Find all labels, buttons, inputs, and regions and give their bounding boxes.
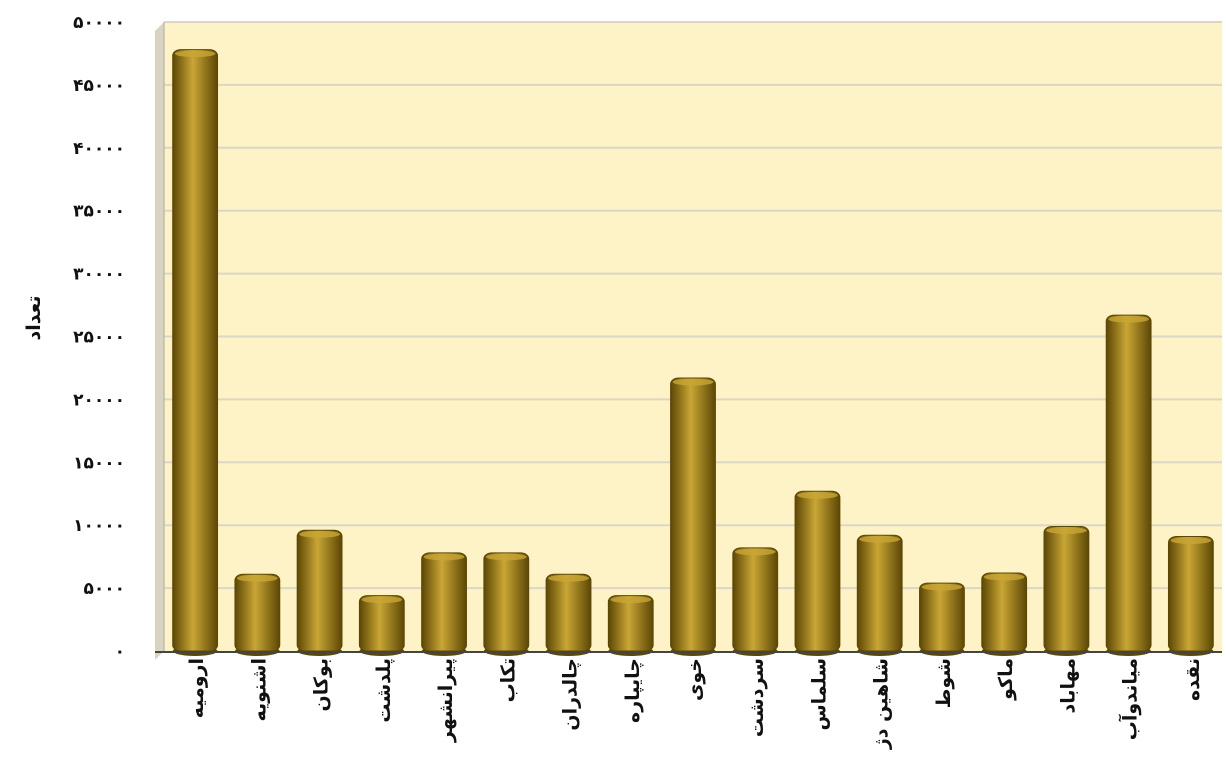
- bar: [296, 529, 343, 652]
- x-tick-label: میاندوآب: [1118, 658, 1142, 740]
- bar: [358, 595, 405, 652]
- x-tick-labels: ارومیه اشنویه بوکان پلدشت پیرانشهر تکاب چالدرا…: [186, 658, 1204, 750]
- bar-top: [672, 378, 714, 386]
- bar: [1043, 525, 1090, 652]
- bars: [172, 49, 1214, 656]
- x-tick-label: ماکو: [995, 658, 1017, 701]
- bar: [1105, 314, 1152, 652]
- bar: [172, 49, 219, 652]
- y-tick-label: ۲۵۰۰۰: [73, 328, 125, 348]
- bar-top: [734, 548, 776, 556]
- bar-top: [423, 553, 465, 561]
- x-tick-label: تکاب: [497, 658, 519, 702]
- x-tick-label: شاهین دژ: [871, 658, 893, 750]
- x-tick-label: پلدشت: [373, 658, 395, 723]
- y-tick-label: ۳۰۰۰۰: [73, 265, 125, 285]
- bar: [919, 582, 965, 652]
- x-tick-label: اشنویه: [248, 658, 270, 722]
- bar-top: [610, 596, 652, 604]
- bar-top: [1046, 526, 1087, 534]
- bar: [545, 573, 592, 652]
- y-tick-label: ۲۰۰۰۰: [73, 390, 125, 410]
- x-tick-label: چایپاره: [622, 658, 644, 723]
- bar-top: [859, 535, 901, 543]
- bar: [670, 377, 716, 652]
- y-tick-label: ۳۵۰۰۰: [73, 202, 125, 222]
- bar: [607, 595, 654, 652]
- x-tick-label: خوی: [684, 658, 706, 701]
- bar-top: [361, 596, 403, 604]
- bar-top: [548, 574, 589, 582]
- x-tick-label: ارومیه: [186, 658, 208, 718]
- bar-top: [485, 553, 527, 561]
- x-tick-label: بوکان: [311, 658, 333, 711]
- y-tick-label: ۱۰۰۰۰: [73, 516, 125, 536]
- bar-top: [983, 573, 1025, 581]
- bar-top: [174, 50, 216, 58]
- bar-top: [236, 574, 278, 582]
- x-tick-label: سلماس: [808, 658, 830, 731]
- bar-top: [797, 491, 838, 499]
- y-tick-label: ۴۰۰۰۰: [73, 139, 125, 159]
- y-tick-label: ۵۰۰۰: [83, 579, 125, 599]
- x-tick-label: پیرانشهر: [435, 658, 457, 743]
- bar: [981, 572, 1028, 652]
- plot-side-wall: [155, 22, 164, 660]
- x-tick-label: مهاباد: [1057, 658, 1079, 713]
- y-axis-label: تعداد: [23, 295, 45, 340]
- x-tick-label: چالدران: [560, 658, 582, 731]
- bar: [1167, 536, 1214, 652]
- bar-top: [921, 583, 963, 591]
- bar: [732, 547, 779, 652]
- y-tick-label: ۰: [115, 642, 125, 662]
- bar: [794, 490, 841, 652]
- bar-top: [1108, 315, 1150, 323]
- y-tick-labels: ۰ ۵۰۰۰ ۱۰۰۰۰ ۱۵۰۰۰ ۲۰۰۰۰ ۲۵۰۰۰ ۳۰۰۰۰ ۳۵۰۰۰ ۴۰۰۰۰…: [73, 13, 125, 662]
- y-tick-label: ۵۰۰۰۰: [73, 13, 125, 33]
- y-tick-label: ۱۵۰۰۰: [73, 453, 125, 473]
- bar: [856, 534, 903, 652]
- bar: [483, 552, 530, 652]
- y-tick-label: ۴۵۰۰۰: [73, 76, 125, 96]
- x-tick-label: نقده: [1182, 658, 1204, 701]
- bar-top: [1170, 537, 1212, 545]
- bar-top: [299, 530, 340, 538]
- bar: [234, 573, 281, 652]
- x-tick-label: شوط: [933, 658, 955, 708]
- bar: [421, 552, 467, 652]
- x-tick-label: سردشت: [746, 658, 768, 737]
